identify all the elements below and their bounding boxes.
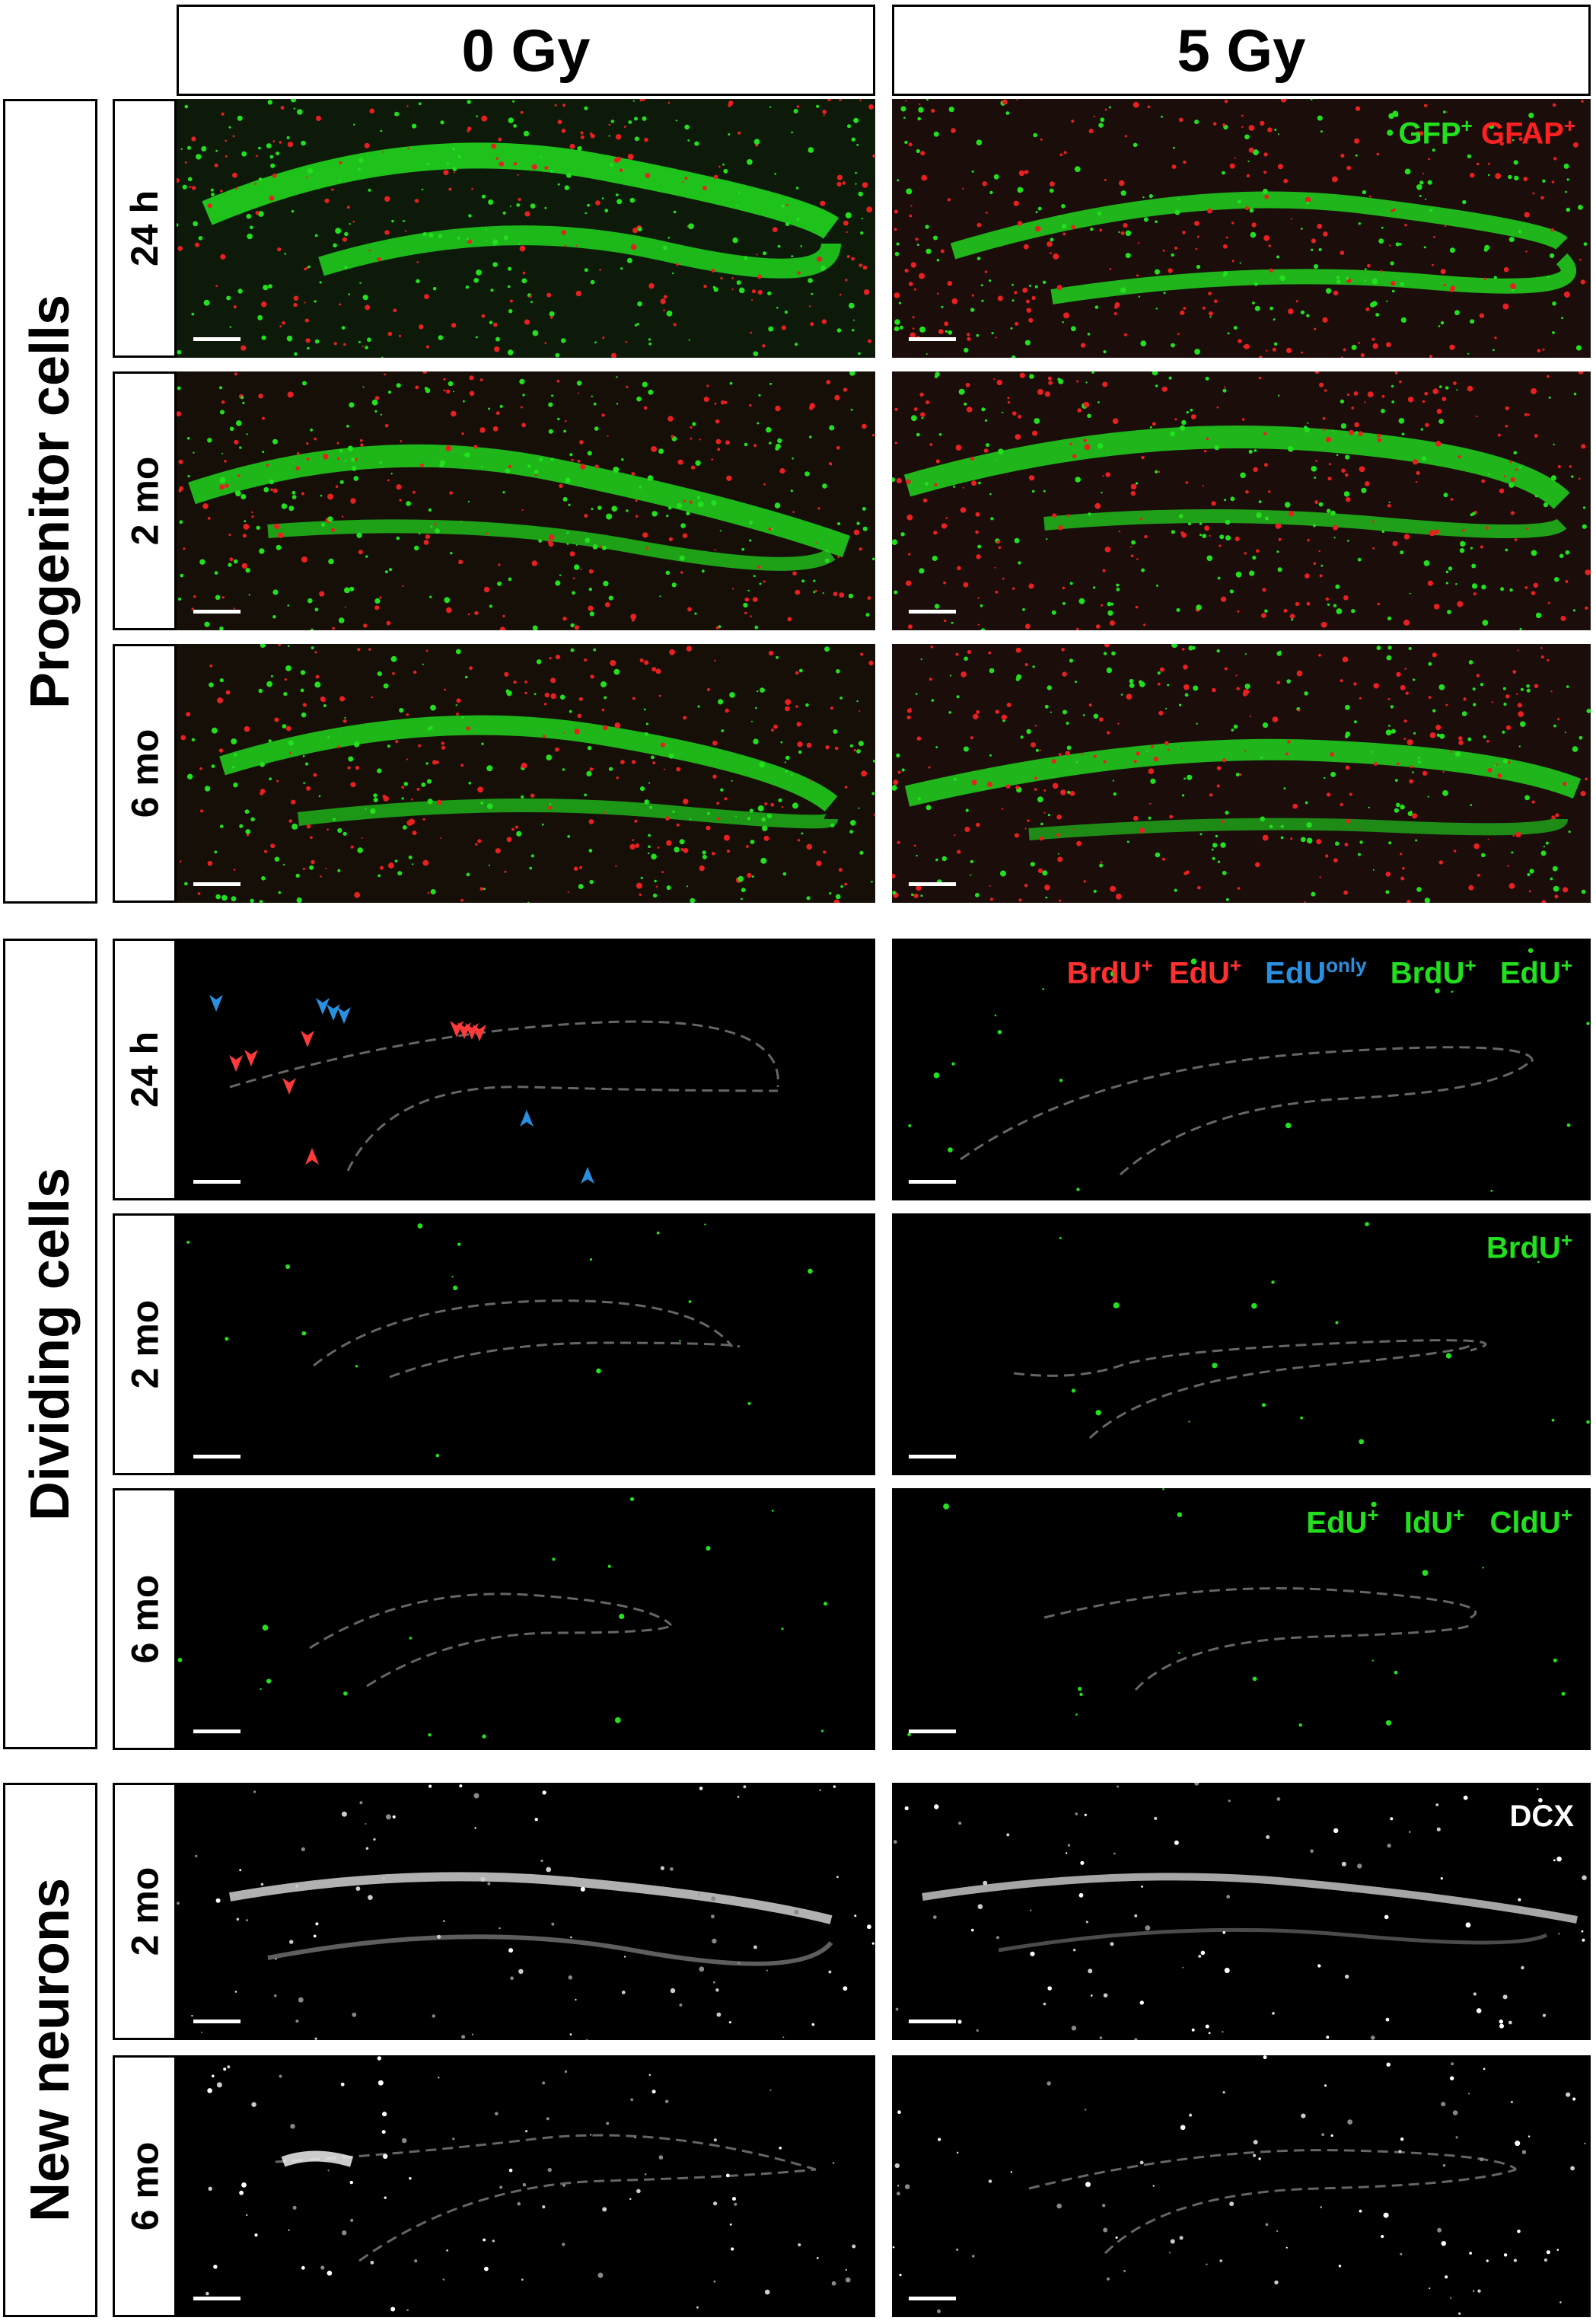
image-panel-dividing-5gy-24h: BrdU+ EdU+ EdUonly BrdU+ EdU+ <box>892 939 1591 1200</box>
legend-dividing-6mo: EdU+ IdU+ CldU+ <box>1306 1503 1572 1540</box>
scale-bar <box>193 882 241 886</box>
image-panel-progenitor-5gy-2mo <box>892 371 1591 630</box>
row-label-progenitor-6mo: 6 mo <box>113 644 177 903</box>
scale-bar <box>909 882 956 886</box>
legend-idu: IdU+ <box>1403 1503 1465 1540</box>
column-header-5gy: 5 Gy <box>892 5 1591 96</box>
image-panel-dividing-5gy-6mo: EdU+ IdU+ CldU+ <box>892 1488 1591 1750</box>
section-label-text: Progenitor cells <box>20 294 81 709</box>
arrowheads <box>209 995 594 1184</box>
section-label-dividing-cells: Dividing cells <box>3 939 97 1749</box>
scale-bar <box>909 2297 956 2300</box>
dentate-gyrus-outline <box>389 1341 741 1379</box>
section-label-text: New neurons <box>20 1877 81 2223</box>
image-panel-progenitor-0gy-6mo <box>177 644 875 903</box>
dcx-neurons <box>205 2056 856 2312</box>
scale-bar <box>909 1455 956 1458</box>
labeled-nuclei <box>1059 1222 1590 1445</box>
dentate-gyrus-outline <box>1043 1587 1477 1619</box>
row-label-neurons-2mo: 2 mo <box>113 1783 177 2040</box>
dentate-gyrus-outline <box>229 1020 779 1089</box>
dentate-gyrus-outline <box>358 2168 817 2262</box>
row-label-neurons-6mo: 6 mo <box>113 2055 177 2317</box>
labeled-nuclei <box>177 1497 827 1739</box>
dentate-gyrus-outline <box>275 2134 817 2171</box>
row-label-dividing-6mo: 6 mo <box>113 1488 177 1750</box>
row-label-progenitor-24h: 24 h <box>113 99 177 358</box>
image-panel-neurons-0gy-2mo <box>177 1783 875 2040</box>
legend-progenitor: GFP+ GFAP+ <box>1398 114 1575 151</box>
dcx-neurons <box>893 1783 1587 2040</box>
legend-dividing-24h: BrdU+ EdU+ EdUonly BrdU+ EdU+ <box>1067 954 1572 990</box>
image-panel-dividing-0gy-24h <box>177 939 875 1200</box>
fluorescence-speckle <box>892 644 1591 903</box>
scale-bar <box>909 1180 956 1184</box>
dentate-gyrus-outline <box>313 1299 734 1367</box>
dentate-gyrus-outline <box>346 1085 779 1172</box>
scale-bar <box>193 1180 241 1184</box>
dentate-gyrus-outline <box>1104 2168 1517 2255</box>
image-panel-neurons-5gy-6mo <box>892 2055 1591 2317</box>
image-panel-progenitor-0gy-2mo <box>177 371 875 630</box>
dentate-gyrus-outline <box>1028 2149 1518 2190</box>
legend-edu-red: EdU+ <box>1168 954 1242 990</box>
legend-dividing-2mo: BrdU+ <box>1486 1229 1572 1265</box>
scale-bar <box>193 1729 241 1733</box>
scale-bar <box>909 1729 956 1733</box>
legend-edu: EdU+ <box>1306 1503 1379 1540</box>
row-label-dividing-2mo: 2 mo <box>113 1213 177 1475</box>
section-label-new-neurons: New neurons <box>3 1783 97 2317</box>
image-panel-progenitor-5gy-24h: GFP+ GFAP+ <box>892 99 1591 358</box>
dentate-gyrus-outline <box>1013 1339 1487 1377</box>
image-panel-progenitor-0gy-24h <box>177 99 875 358</box>
image-panel-progenitor-5gy-6mo <box>892 644 1591 903</box>
labeled-nuclei <box>186 1223 813 1458</box>
image-panel-dividing-5gy-2mo: BrdU+ <box>892 1213 1591 1475</box>
image-panel-dividing-0gy-2mo <box>177 1213 875 1475</box>
fluorescence-speckle <box>179 644 875 903</box>
image-panel-dividing-0gy-6mo <box>177 1488 875 1750</box>
dcx-neurons <box>892 2055 1586 2315</box>
legend-edu-green: EdU+ <box>1499 954 1572 990</box>
row-label-dividing-24h: 24 h <box>113 939 177 1200</box>
dentate-gyrus-outline <box>960 1046 1534 1161</box>
fluorescence-speckle <box>892 371 1591 630</box>
labeled-nuclei <box>908 948 1590 1192</box>
dentate-gyrus-outline <box>366 1624 673 1688</box>
fluorescence-speckle <box>894 99 1588 358</box>
scale-bar <box>193 610 241 614</box>
scale-bar <box>909 2020 956 2023</box>
scale-bar <box>909 337 956 341</box>
image-panel-neurons-0gy-6mo <box>177 2055 875 2317</box>
legend-cldu: CldU+ <box>1489 1503 1572 1540</box>
legend-dcx-label: DCX <box>1509 1800 1574 1833</box>
fluorescence-speckle <box>177 371 875 630</box>
dentate-gyrus-outline <box>1134 1624 1471 1691</box>
column-header-0gy: 0 Gy <box>177 5 875 96</box>
legend-brdu-red: BrdU+ <box>1066 954 1153 990</box>
section-label-progenitor-cells: Progenitor cells <box>3 99 97 904</box>
image-panel-neurons-5gy-2mo: DCX <box>892 1783 1591 2040</box>
labeled-nuclei <box>907 1488 1566 1736</box>
scale-bar <box>193 2297 241 2300</box>
scale-bar <box>909 610 956 614</box>
legend-gfap: GFAP+ <box>1480 114 1575 151</box>
legend-brdu: BrdU+ <box>1486 1229 1572 1265</box>
scale-bar <box>193 337 241 341</box>
section-label-text: Dividing cells <box>20 1167 81 1521</box>
dentate-gyrus-outline <box>1088 1341 1473 1439</box>
legend-brdu-green: BrdU+ <box>1390 954 1477 990</box>
scale-bar <box>193 1455 241 1458</box>
row-label-progenitor-2mo: 2 mo <box>113 371 177 630</box>
scale-bar <box>193 2020 241 2023</box>
dentate-gyrus-outline <box>309 1592 673 1650</box>
legend-gfp: GFP+ <box>1398 114 1473 151</box>
fluorescence-speckle <box>177 99 875 358</box>
dentate-gyrus-outline <box>1119 1059 1533 1176</box>
dcx-neurons <box>177 1784 874 2040</box>
legend-edu-only: EdUonly <box>1265 954 1367 990</box>
legend-dcx: DCX <box>1510 1800 1574 1834</box>
